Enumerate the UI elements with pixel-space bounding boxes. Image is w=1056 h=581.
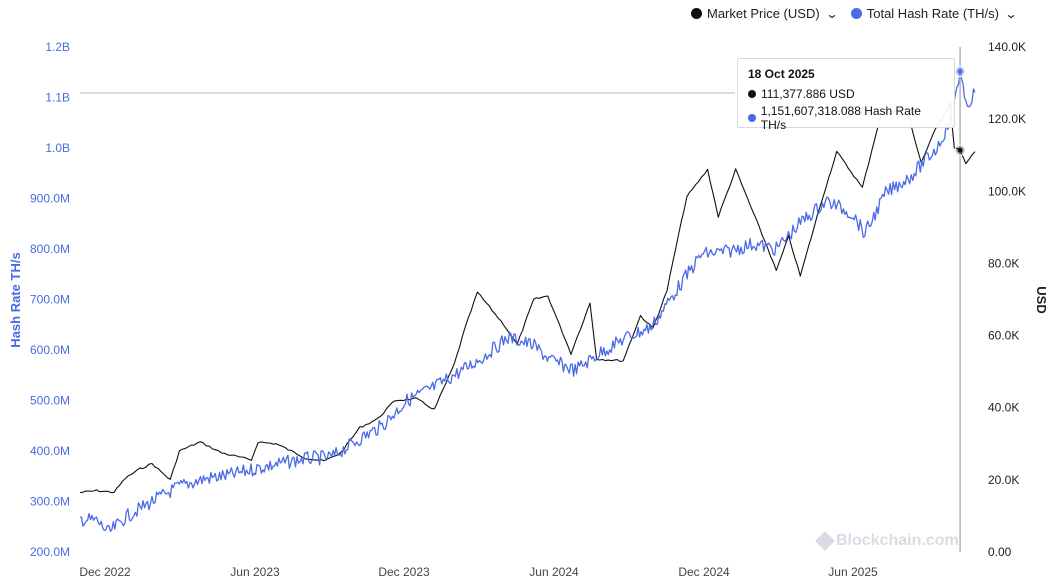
legend-item-hashrate[interactable]: Total Hash Rate (TH/s) ⌄	[850, 6, 1018, 21]
right-tick-label: 40.0K	[988, 401, 1019, 415]
x-tick-label: Dec 2022	[79, 565, 131, 579]
left-tick-label: 1.2B	[45, 40, 70, 54]
left-tick-label: 900.0M	[30, 192, 70, 206]
legend-price-label: Market Price (USD)	[706, 6, 820, 21]
right-tick-label: 140.0K	[988, 40, 1026, 54]
right-tick-label: 80.0K	[988, 256, 1019, 270]
tooltip-row-price: 111,377.886 USD	[748, 87, 944, 101]
right-tick-label: 120.0K	[988, 112, 1026, 126]
watermark-text: Blockchain.com	[836, 532, 959, 549]
left-tick-label: 200.0M	[30, 545, 70, 559]
hashrate-dot-icon	[748, 114, 756, 122]
series-layer	[79, 70, 976, 532]
x-tick-label: Jun 2025	[828, 565, 878, 579]
left-axis-title: Hash Rate TH/s	[8, 252, 23, 347]
tooltip-row-hash: 1,151,607,318.088 Hash Rate TH/s	[748, 104, 944, 132]
hover-marker-hashrate-core	[957, 68, 963, 74]
tooltip: 18 Oct 2025 111,377.886 USD 1,151,607,31…	[737, 58, 955, 132]
chevron-down-icon: ⌄	[825, 6, 839, 21]
right-tick-label: 0.00	[988, 545, 1012, 559]
x-tick-label: Jun 2024	[529, 565, 579, 579]
series-line-hashrate	[79, 70, 976, 532]
x-tick-label: Jun 2023	[230, 565, 280, 579]
x-tick-label: Dec 2024	[678, 565, 730, 579]
tooltip-date: 18 Oct 2025	[748, 67, 815, 81]
left-tick-label: 700.0M	[30, 293, 70, 307]
price-dot-icon	[748, 90, 756, 98]
chevron-down-icon: ⌄	[1004, 6, 1018, 21]
left-tick-label: 1.0B	[45, 141, 70, 155]
tooltip-price: 111,377.886 USD	[761, 87, 855, 101]
legend-hash-label: Total Hash Rate (TH/s)	[866, 6, 999, 21]
watermark: Blockchain.com	[815, 531, 959, 551]
tooltip-hash: 1,151,607,318.088 Hash Rate TH/s	[760, 104, 921, 132]
legend-item-price[interactable]: Market Price (USD) ⌄	[690, 6, 839, 21]
left-tick-label: 400.0M	[30, 444, 70, 458]
x-axis-ticks: Dec 2022 Jun 2023 Dec 2023 Jun 2024 Dec 2024…	[79, 565, 878, 579]
blockchain-logo-icon	[815, 531, 835, 551]
legend: Market Price (USD) ⌄ Total Hash Rate (TH…	[690, 6, 1018, 21]
hover-marker-price-core	[957, 147, 963, 153]
left-tick-label: 600.0M	[30, 343, 70, 357]
x-tick-label: Dec 2023	[378, 565, 430, 579]
right-tick-label: 20.0K	[988, 473, 1019, 487]
right-tick-label: 60.0K	[988, 329, 1019, 343]
right-tick-label: 100.0K	[988, 184, 1026, 198]
left-tick-label: 500.0M	[30, 394, 70, 408]
hashrate-dot-icon	[850, 8, 862, 19]
left-tick-label: 1.1B	[45, 91, 70, 105]
crosshair	[80, 47, 966, 552]
left-tick-label: 800.0M	[30, 242, 70, 256]
left-axis-ticks: 200.0M 300.0M 400.0M 500.0M 600.0M 700.0M 800.…	[30, 40, 70, 559]
left-tick-label: 300.0M	[30, 495, 70, 509]
price-dot-icon	[690, 8, 702, 19]
series-line-price	[79, 102, 976, 494]
right-axis-title: USD	[1034, 286, 1049, 313]
right-axis-ticks: 0.00 20.0K 40.0K 60.0K 80.0K 100.0K 120.0K 140.…	[988, 40, 1026, 559]
